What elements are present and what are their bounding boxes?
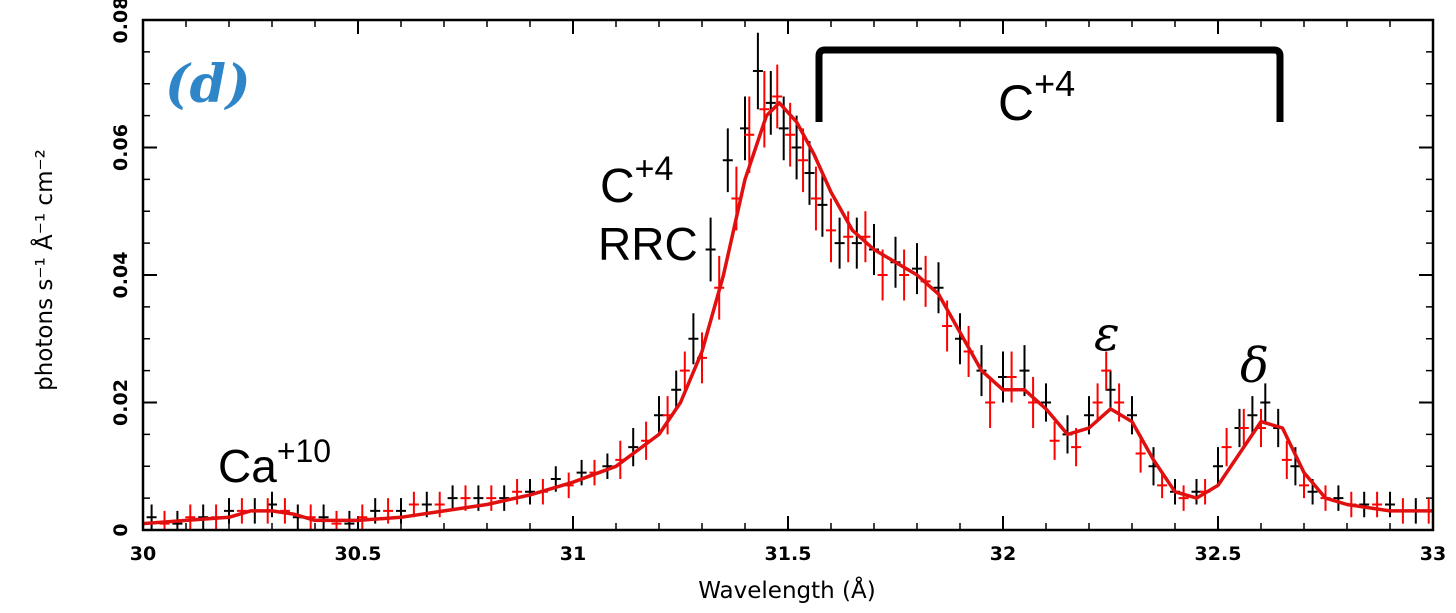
data-black-point xyxy=(1041,383,1051,422)
data-black-point xyxy=(933,262,944,314)
data-red-point xyxy=(1135,434,1146,473)
data-black-point xyxy=(851,217,862,269)
data-red-point xyxy=(1299,472,1309,499)
x-axis-title: Wavelength (Å) xyxy=(698,576,875,604)
data-black-point xyxy=(1127,396,1137,435)
data-red-point xyxy=(798,128,809,193)
data-black-point xyxy=(602,453,613,479)
x-tick-label: 33 xyxy=(1420,543,1446,565)
data-red-point xyxy=(679,351,690,390)
x-tick-label: 31.5 xyxy=(765,543,812,565)
bracket-annotation: C+4 xyxy=(998,63,1075,131)
data-red-point xyxy=(810,166,821,231)
data-black-point xyxy=(1191,479,1202,505)
data-red-point xyxy=(877,249,888,301)
y-tick-label: 0.06 xyxy=(110,124,132,171)
data-red-point xyxy=(512,479,523,505)
data-black-point xyxy=(765,71,776,135)
y-axis-title: photons s⁻¹ Å⁻¹ cm⁻² xyxy=(30,149,58,391)
x-tick-label: 30.5 xyxy=(335,543,382,565)
data-black-point xyxy=(1260,383,1271,422)
data-red-point xyxy=(486,485,497,511)
data-red-point xyxy=(759,71,770,148)
data-black-point xyxy=(224,498,234,524)
data-red-point xyxy=(1178,485,1189,511)
data-black-point xyxy=(318,504,329,530)
data-black-point xyxy=(628,428,639,467)
data-red-point xyxy=(1101,351,1112,390)
rrc-annotation-sup: +4 xyxy=(635,150,674,188)
data-black-point xyxy=(752,32,763,110)
data-black-point xyxy=(722,128,733,193)
c4-bracket xyxy=(815,46,1284,122)
data-black-point xyxy=(525,479,535,505)
data-black-point xyxy=(1247,396,1258,435)
delta-annotation: δ xyxy=(1240,338,1269,394)
data-black-point xyxy=(447,485,458,511)
rrc-annotation-line2: RRC xyxy=(598,218,698,270)
y-tick-label: 0.02 xyxy=(110,379,132,426)
y-tick-label: 0 xyxy=(110,523,132,536)
data-red-point xyxy=(899,249,910,301)
series-model-line xyxy=(142,101,1433,526)
data-black-point xyxy=(1333,485,1344,511)
rrc-annotation-base: C xyxy=(600,160,635,213)
data-black-point xyxy=(1385,491,1395,518)
model-line xyxy=(142,101,1433,526)
rrc-annotation: C+4 xyxy=(600,150,673,213)
data-black-point xyxy=(576,459,587,486)
data-black-point xyxy=(1019,345,1030,397)
data-red-point xyxy=(1092,383,1103,422)
data-red-point xyxy=(744,96,755,173)
data-black-point xyxy=(396,498,406,524)
data-red-point xyxy=(1157,472,1168,499)
data-black-point xyxy=(817,173,828,237)
data-red-point xyxy=(1372,491,1383,518)
data-black-point xyxy=(671,370,682,409)
data-black-point xyxy=(791,115,802,180)
data-red-point xyxy=(826,198,836,263)
panel-label: (d) xyxy=(165,54,251,115)
data-red-point xyxy=(1049,421,1060,460)
data-black-point xyxy=(705,217,716,282)
data-black-point xyxy=(804,141,815,205)
data-red-point xyxy=(408,491,419,518)
data-red-point xyxy=(1238,408,1249,448)
data-black-point xyxy=(146,504,157,530)
plot-frame xyxy=(141,18,1435,532)
data-black-point xyxy=(834,217,845,269)
data-red-point xyxy=(772,64,783,129)
x-tick-label: 31 xyxy=(560,543,586,565)
data-black-point xyxy=(654,396,664,435)
epsilon-annotation: ε xyxy=(1094,306,1120,362)
x-tick-label: 32.5 xyxy=(1195,543,1242,565)
y-tick-label: 0.04 xyxy=(110,252,132,299)
ca-annotation-sup: +10 xyxy=(277,433,331,469)
data-black-point xyxy=(998,351,1008,403)
y-tick-label: 0.08 xyxy=(110,0,132,43)
data-black-point xyxy=(1359,491,1370,518)
x-tick-label: 30 xyxy=(130,543,156,565)
x-tick-label: 32 xyxy=(990,543,1016,565)
data-red-point xyxy=(357,504,368,530)
data-black-point xyxy=(688,313,699,365)
data-red-point xyxy=(985,377,996,428)
ca-annotation: Ca+10 xyxy=(218,433,331,492)
data-red-point xyxy=(185,504,196,530)
data-red-point xyxy=(1006,351,1017,403)
data-red-point xyxy=(1221,428,1232,467)
ca-annotation-base: Ca xyxy=(218,440,277,492)
bracket-annotation-base: C xyxy=(998,75,1034,131)
bracket-annotation-sup: +4 xyxy=(1034,63,1075,104)
data-red-point xyxy=(1281,440,1292,479)
data-black-point xyxy=(1213,447,1223,486)
data-red-point xyxy=(1071,428,1082,467)
data-black-point xyxy=(912,243,922,295)
